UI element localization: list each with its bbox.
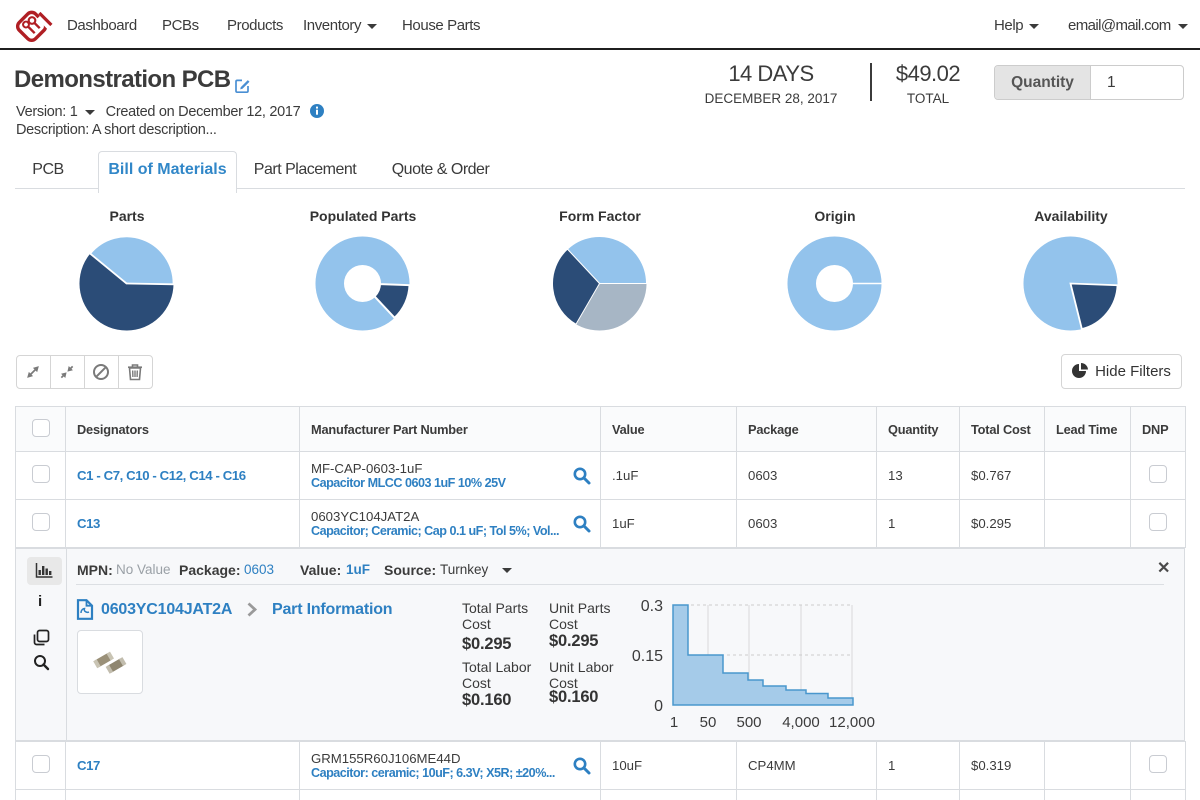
svg-text:0.3: 0.3 — [641, 598, 663, 615]
svg-text:4,000: 4,000 — [782, 714, 820, 731]
svg-text:0.15: 0.15 — [632, 648, 663, 665]
svg-text:50: 50 — [700, 714, 717, 731]
svg-text:1: 1 — [670, 714, 678, 731]
svg-text:12,000: 12,000 — [829, 714, 875, 731]
svg-text:500: 500 — [736, 714, 761, 731]
svg-text:0: 0 — [654, 698, 663, 715]
